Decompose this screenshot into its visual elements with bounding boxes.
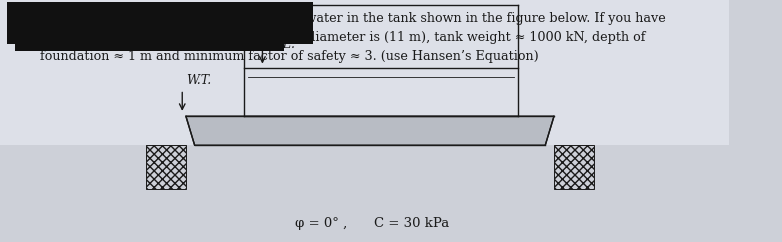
- FancyBboxPatch shape: [7, 2, 314, 44]
- FancyBboxPatch shape: [15, 30, 285, 51]
- Text: Find the maximum permissible height of water in the tank shown in the figure bel: Find the maximum permissible height of w…: [40, 12, 665, 63]
- Text: W.L.: W.L.: [268, 38, 296, 51]
- Text: C = 30 kPa: C = 30 kPa: [375, 217, 450, 230]
- Text: φ = 0° ,: φ = 0° ,: [295, 217, 347, 230]
- Bar: [0, 0, 729, 150]
- Text: W.T.: W.T.: [186, 74, 211, 87]
- Bar: [0, 145, 729, 242]
- Bar: [554, 145, 594, 189]
- Polygon shape: [186, 116, 554, 145]
- Bar: [145, 145, 186, 189]
